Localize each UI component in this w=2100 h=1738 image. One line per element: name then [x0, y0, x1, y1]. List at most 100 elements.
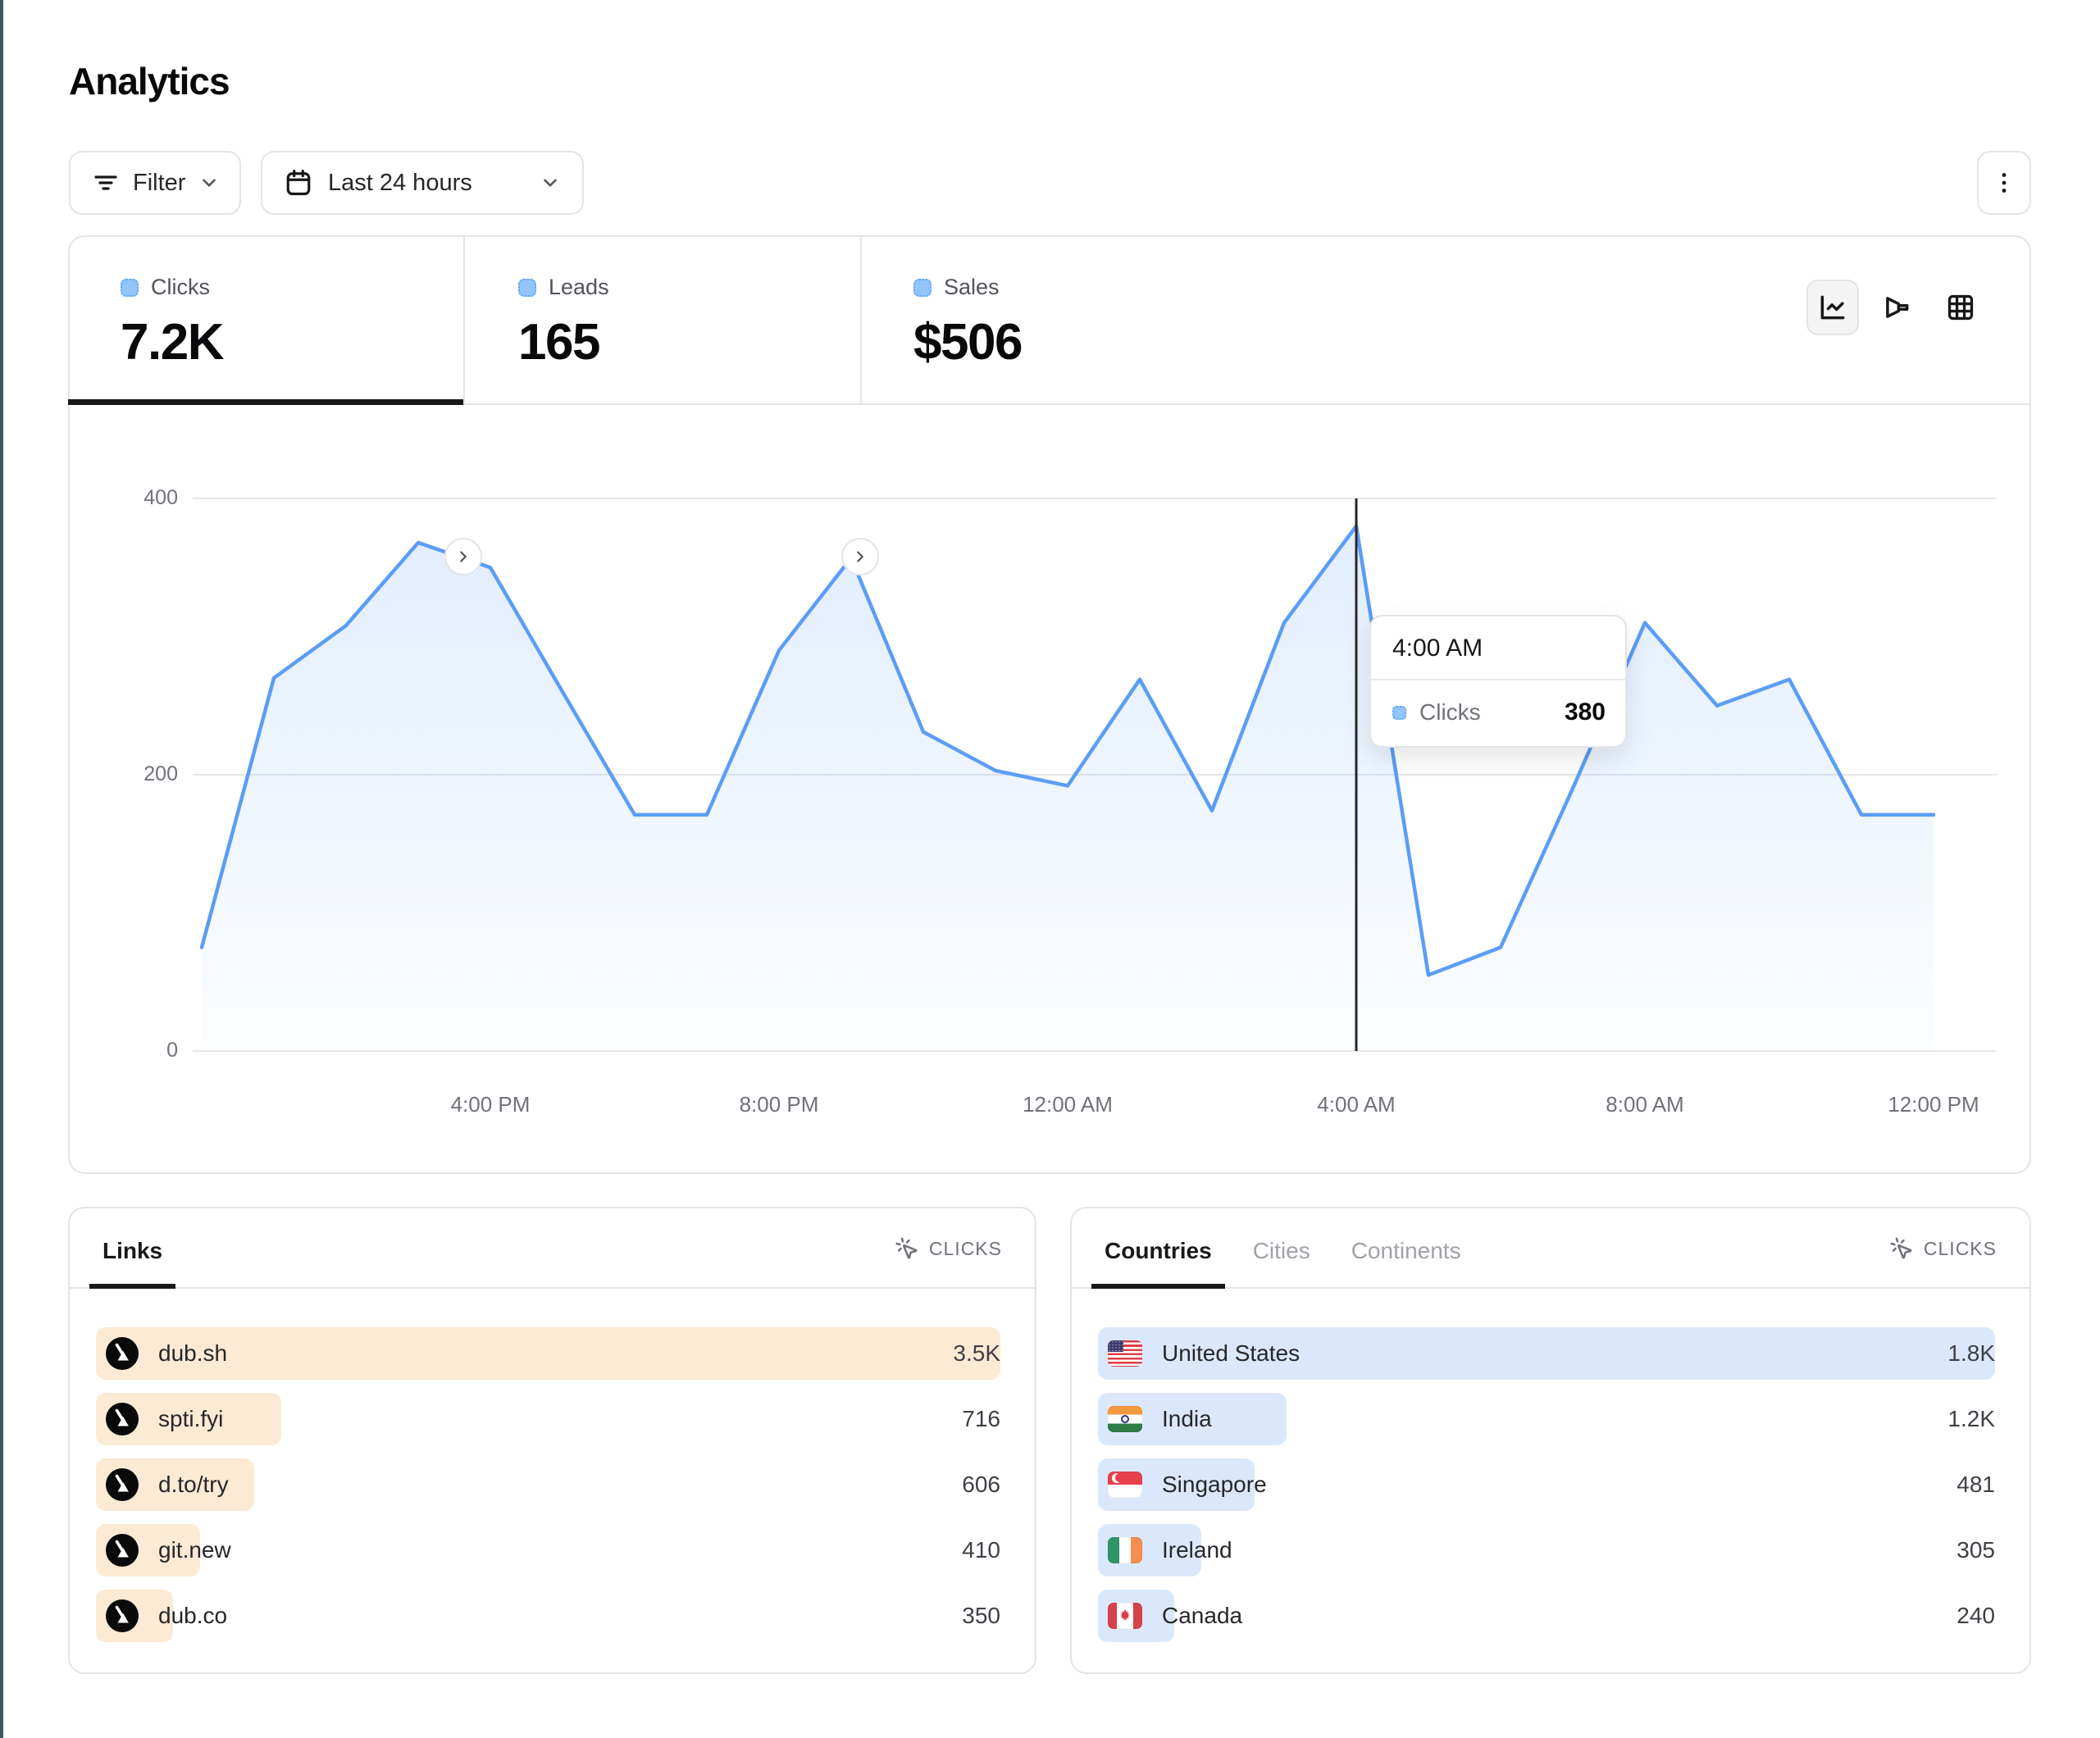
dub-logo-icon — [106, 1468, 139, 1501]
links-rows: dub.sh 3.5K spti.fyi 716 d.to/try 606 git.n… — [96, 1327, 1000, 1655]
links-metric-header[interactable]: CLICKS — [895, 1236, 1002, 1261]
stat-label: Clicks — [151, 275, 210, 299]
flag-us-icon — [1108, 1340, 1142, 1367]
page-title: Analytics — [69, 60, 230, 102]
row-label: India — [1162, 1406, 1212, 1431]
row-label: git.new — [158, 1537, 231, 1563]
y-axis-tick-label: 400 — [143, 486, 178, 509]
country-row[interactable]: United States 1.8K — [1098, 1327, 1995, 1380]
row-label: Ireland — [1162, 1537, 1232, 1563]
stat-tab-clicks[interactable]: Clicks 7.2K — [121, 275, 224, 371]
active-tab-underline — [68, 399, 463, 405]
row-value: 305 — [1957, 1537, 1995, 1563]
x-axis-tick-label: 4:00 PM — [450, 1092, 531, 1117]
country-row[interactable]: Singapore 481 — [1098, 1458, 1995, 1511]
row-label: dub.co — [158, 1603, 228, 1628]
funnel-chart-toggle[interactable] — [1870, 280, 1923, 335]
more-options-button[interactable] — [1977, 151, 2031, 215]
countries-metric-header[interactable]: CLICKS — [1889, 1236, 1997, 1261]
flag-in-icon — [1108, 1406, 1142, 1432]
row-value: 606 — [962, 1472, 1000, 1497]
row-label: spti.fyi — [158, 1406, 224, 1431]
row-value: 410 — [962, 1537, 1000, 1563]
dub-logo-icon — [106, 1599, 139, 1632]
cursor-rays-icon — [895, 1236, 919, 1261]
tab-continents[interactable]: Continents — [1351, 1238, 1461, 1263]
stat-expand-chevron-button[interactable] — [841, 538, 879, 576]
row-label: Canada — [1162, 1603, 1243, 1628]
country-row[interactable]: India 1.2K — [1098, 1393, 1995, 1445]
link-row[interactable]: d.to/try 606 — [96, 1458, 1000, 1511]
leads-legend-square-icon — [518, 278, 536, 297]
stat-expand-chevron-button[interactable] — [444, 538, 482, 576]
row-value: 481 — [1957, 1472, 1995, 1497]
divider — [463, 237, 465, 403]
chart-tooltip: 4:00 AM Clicks 380 — [1369, 615, 1627, 748]
tab-cities[interactable]: Cities — [1252, 1238, 1310, 1263]
sales-legend-square-icon — [913, 278, 932, 297]
clicks-time-series-plot[interactable]: 4:00 AM Clicks 380 — [191, 428, 1998, 1059]
table-grid-toggle[interactable] — [1934, 280, 1987, 335]
flag-ie-icon — [1108, 1537, 1142, 1563]
tooltip-series-label: Clicks — [1419, 699, 1481, 725]
dub-logo-icon — [106, 1534, 139, 1567]
x-axis-tick-label: 8:00 PM — [739, 1092, 819, 1117]
date-range-button[interactable]: Last 24 hours — [261, 151, 584, 215]
row-value: 240 — [1957, 1603, 1995, 1628]
calendar-icon — [284, 168, 313, 198]
chevron-down-icon — [540, 172, 561, 193]
value-bar — [96, 1327, 1000, 1380]
line-chart-toggle[interactable] — [1806, 280, 1859, 335]
x-axis-tick-label: 12:00 AM — [1023, 1092, 1113, 1117]
table-grid-icon — [1945, 292, 1976, 323]
row-label: d.to/try — [158, 1472, 229, 1497]
countries-panel: Countries Cities Continents CLICKS Unite… — [1070, 1207, 2031, 1674]
row-label: dub.sh — [158, 1340, 228, 1366]
line-chart-icon — [1817, 292, 1848, 323]
filter-button[interactable]: Filter — [69, 151, 241, 215]
y-axis-tick-label: 200 — [143, 762, 178, 785]
flag-ca-icon — [1108, 1603, 1142, 1629]
countries-panel-header: Countries Cities Continents CLICKS — [1072, 1208, 2029, 1289]
row-value: 1.8K — [1947, 1340, 1995, 1366]
row-value: 1.2K — [1947, 1406, 1995, 1431]
links-panel: Links CLICKS dub.sh 3.5K spti.fyi 716 d.to… — [68, 1207, 1036, 1674]
stat-value: 165 — [518, 314, 600, 371]
stat-value: 7.2K — [121, 314, 224, 371]
country-row[interactable]: Canada 240 — [1098, 1590, 1995, 1642]
stat-label: Sales — [944, 275, 1000, 299]
stat-value: $506 — [913, 314, 1023, 371]
analytics-chart-card: Clicks 7.2K Leads 165 Sales $506 — [68, 235, 2031, 1174]
chevron-down-icon — [198, 172, 220, 193]
x-axis-tick-label: 8:00 AM — [1606, 1092, 1684, 1117]
stat-tab-leads[interactable]: Leads 165 — [518, 275, 609, 371]
link-row[interactable]: git.new 410 — [96, 1524, 1000, 1576]
cursor-rays-icon — [1889, 1236, 1914, 1261]
stat-tab-sales[interactable]: Sales $506 — [913, 275, 1023, 371]
chart-view-toggles — [1806, 280, 1987, 335]
link-row[interactable]: dub.sh 3.5K — [96, 1327, 1000, 1380]
link-row[interactable]: spti.fyi 716 — [96, 1393, 1000, 1445]
tooltip-legend-square-icon — [1392, 705, 1406, 720]
divider — [860, 237, 862, 403]
value-bar — [1098, 1327, 1995, 1380]
tooltip-time: 4:00 AM — [1392, 635, 1483, 662]
countries-rows: United States 1.8K India 1.2K Singapore 481 Ir… — [1098, 1327, 1995, 1655]
row-label: United States — [1162, 1340, 1301, 1366]
date-range-label: Last 24 hours — [328, 169, 472, 196]
window-edge-strip — [0, 0, 3, 1738]
countries-metric-label: CLICKS — [1923, 1237, 1997, 1259]
x-axis-tick-label: 12:00 PM — [1888, 1092, 1979, 1117]
link-row[interactable]: dub.co 350 — [96, 1590, 1000, 1642]
row-label: Singapore — [1162, 1472, 1267, 1497]
bars-filter-icon — [92, 169, 120, 197]
country-row[interactable]: Ireland 305 — [1098, 1524, 1995, 1576]
tab-countries[interactable]: Countries — [1091, 1238, 1225, 1289]
funnel-chart-icon — [1881, 292, 1912, 323]
links-panel-header: Links CLICKS — [70, 1208, 1035, 1289]
filter-button-label: Filter — [133, 169, 186, 196]
flag-sg-icon — [1108, 1472, 1142, 1498]
tab-links[interactable]: Links — [89, 1238, 176, 1289]
links-metric-label: CLICKS — [928, 1237, 1002, 1259]
stats-row: Clicks 7.2K Leads 165 Sales $506 — [68, 237, 2029, 405]
